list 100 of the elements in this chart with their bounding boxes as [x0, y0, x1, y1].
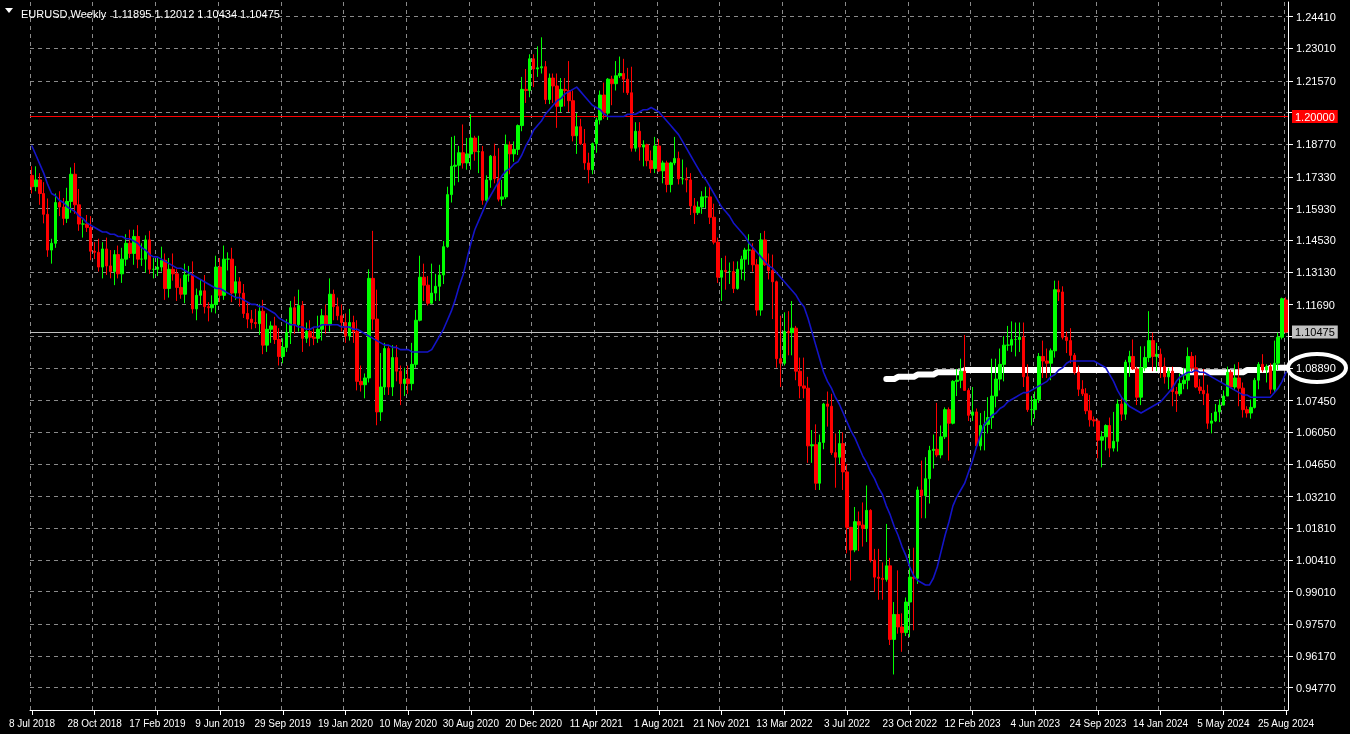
- candlestick: [116, 245, 120, 279]
- x-tick-label: 17 Feb 2019: [129, 717, 186, 729]
- candlestick: [787, 310, 790, 356]
- candlestick: [81, 219, 85, 239]
- candlestick: [544, 60, 547, 105]
- candlestick: [1167, 367, 1170, 390]
- candlestick: [132, 229, 136, 266]
- candlestick: [497, 147, 500, 202]
- candlestick: [163, 252, 167, 301]
- candlestick: [642, 139, 645, 167]
- candlestick: [113, 249, 116, 286]
- candlestick: [387, 345, 390, 396]
- y-tick-label: 1.21570: [1296, 74, 1336, 87]
- candlestick: [610, 75, 614, 106]
- candlestick: [732, 260, 735, 294]
- y-tick-label: 1.17330: [1296, 170, 1336, 183]
- candlestick: [152, 257, 155, 279]
- candlestick: [324, 303, 328, 335]
- candlestick: [332, 289, 335, 321]
- candlestick: [724, 255, 727, 291]
- candlestick: [1151, 332, 1155, 372]
- candlestick: [222, 245, 226, 301]
- candlestick: [1116, 398, 1119, 453]
- candlestick: [254, 308, 257, 329]
- x-tick-label: 28 Oct 2018: [67, 717, 123, 729]
- candlestick: [657, 138, 661, 173]
- candlestick: [1186, 346, 1190, 390]
- x-tick-label: 23 Oct 2022: [882, 717, 938, 729]
- candlestick: [148, 230, 151, 275]
- x-tick-label: 5 May 2024: [1197, 717, 1250, 729]
- x-tick-label: 8 Jul 2018: [8, 717, 56, 729]
- candlestick: [540, 36, 543, 75]
- candlestick: [606, 77, 610, 121]
- candlestick: [403, 367, 406, 397]
- y-tick-label: 1.11690: [1296, 298, 1335, 311]
- candlestick: [1096, 418, 1100, 459]
- x-tick-label: 20 Dec 2020: [505, 717, 563, 729]
- candlestick: [89, 215, 92, 261]
- candlestick: [481, 145, 484, 206]
- x-tick-label: 29 Sep 2019: [254, 717, 312, 729]
- candlestick: [1233, 363, 1237, 391]
- candlestick: [661, 160, 665, 184]
- y-tick-label: 1.13130: [1296, 266, 1336, 279]
- y-tick-label: 1.07450: [1296, 394, 1336, 407]
- candlestick: [947, 406, 951, 462]
- candlestick: [422, 263, 426, 302]
- y-tick-label: 1.18770: [1296, 138, 1336, 151]
- candlestick: [1178, 372, 1182, 397]
- candlestick: [877, 548, 880, 601]
- candlestick: [528, 53, 531, 98]
- x-tick-label: 25 Aug 2024: [1257, 717, 1315, 729]
- candlestick: [548, 73, 551, 105]
- candlestick: [653, 136, 657, 174]
- x-tick-label: 11 Apr 2021: [569, 717, 624, 729]
- candlestick: [1139, 345, 1143, 406]
- x-tick-label: 10 May 2020: [379, 717, 438, 729]
- candlestick: [328, 277, 332, 333]
- candlestick: [622, 58, 625, 94]
- y-tick-label: 1.15930: [1296, 202, 1336, 215]
- candlestick: [258, 303, 261, 336]
- candlestick: [167, 257, 171, 299]
- x-tick-label: 30 Aug 2020: [442, 717, 500, 729]
- candlestick: [34, 165, 38, 192]
- candlestick: [1261, 353, 1264, 373]
- candlestick: [861, 501, 865, 548]
- candlestick: [1155, 342, 1158, 372]
- candlestick: [728, 262, 731, 285]
- y-tick-label: 1.03210: [1296, 490, 1336, 503]
- candlestick: [853, 506, 857, 553]
- candlestick: [783, 311, 786, 367]
- candlestick: [1269, 362, 1272, 395]
- candlestick: [700, 190, 704, 215]
- y-tick-label: 0.97570: [1296, 618, 1336, 631]
- candlestick: [1284, 296, 1288, 334]
- candlestick: [912, 547, 915, 631]
- candlestick: [348, 308, 351, 342]
- candlestick: [160, 246, 163, 273]
- candlestick: [305, 322, 308, 344]
- candlestick: [614, 60, 618, 91]
- candlestick: [575, 112, 578, 155]
- y-tick-label: 1.24410: [1296, 10, 1336, 23]
- candlestick: [736, 260, 739, 291]
- y-tick-label: 1.08890: [1296, 362, 1336, 374]
- candlestick: [759, 232, 763, 317]
- candlestick: [1030, 395, 1033, 426]
- candlestick: [814, 423, 818, 491]
- candlestick: [1014, 322, 1017, 357]
- candlestick: [681, 159, 684, 185]
- candlestick: [790, 300, 794, 356]
- candlestick: [990, 358, 994, 430]
- candlestick: [308, 319, 312, 347]
- candlestick: [183, 263, 187, 304]
- candlestick: [30, 165, 34, 194]
- candlestick: [1229, 369, 1233, 389]
- y-tick-label: 1.14530: [1296, 234, 1336, 247]
- candlestick: [105, 237, 108, 276]
- candlestick: [473, 135, 477, 162]
- y-tick-label: 0.96170: [1296, 649, 1336, 662]
- candlestick: [214, 255, 218, 314]
- candlestick: [888, 557, 892, 646]
